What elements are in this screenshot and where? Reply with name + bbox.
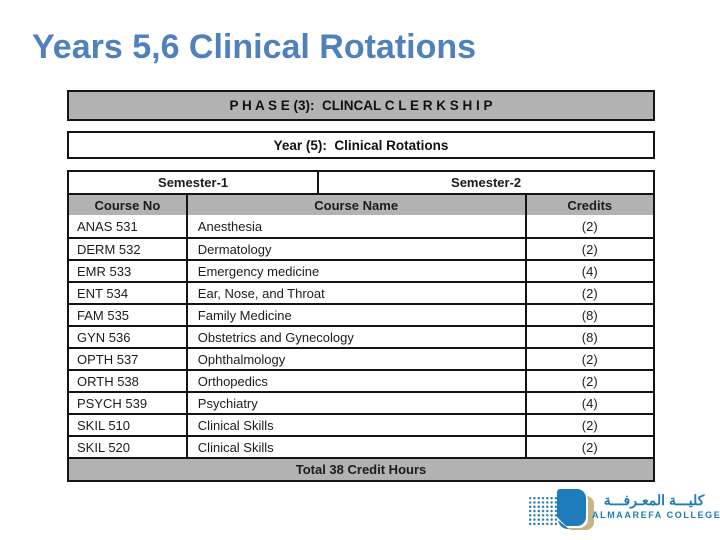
course-rows: ANAS 531 Anesthesia (2) DERM 532 Dermato… [69, 215, 653, 457]
logo-english-text: ALMAAREFA COLLEGE [592, 510, 720, 520]
table-row: FAM 535 Family Medicine (8) [69, 303, 653, 325]
credits-cell: (8) [524, 327, 653, 347]
table-row: PSYCH 539 Psychiatry (4) [69, 391, 653, 413]
column-header-row: Course No Course Name Credits [69, 193, 653, 215]
course-no-cell: ANAS 531 [77, 218, 138, 234]
logo-wordmark: كليـــة المعـرفـــة ALMAAREFA COLLEGE [592, 492, 720, 520]
course-no-cell: SKIL 510 [77, 417, 131, 433]
logo-arabic-text: كليـــة المعـرفـــة [603, 492, 705, 508]
table-row: EMR 533 Emergency medicine (4) [69, 259, 653, 281]
credits-cell: (2) [524, 371, 653, 391]
semester-2-cell: Semester-2 [317, 172, 653, 193]
table-row: ENT 534 Ear, Nose, and Throat (2) [69, 281, 653, 303]
credits-cell: (2) [524, 415, 653, 435]
semester-row: Semester-1 Semester-2 [69, 172, 653, 193]
course-no-cell: ORTH 538 [77, 373, 139, 389]
column-header-credits: Credits [524, 195, 653, 215]
almaarefa-college-logo: كليـــة المعـرفـــة ALMAAREFA COLLEGE [526, 486, 720, 534]
course-no-cell: PSYCH 539 [77, 395, 148, 411]
year-header-text: Year (5): Clinical Rotations [273, 137, 449, 153]
credits-cell: (2) [524, 239, 653, 259]
page-title: Years 5,6 Clinical Rotations [32, 28, 477, 66]
logo-dots-icon [527, 495, 557, 526]
course-no-cell: SKIL 520 [77, 439, 131, 455]
total-row: Total 38 Credit Hours [69, 457, 653, 480]
table-row: DERM 532 Dermatology (2) [69, 237, 653, 259]
course-name-cell: Family Medicine [185, 305, 525, 325]
clinical-rotations-table: Semester-1 Semester-2 Course No Course N… [67, 170, 655, 482]
table-row: ANAS 531 Anesthesia (2) [69, 215, 653, 237]
table-row: SKIL 520 Clinical Skills (2) [69, 435, 653, 457]
credits-cell: (2) [524, 283, 653, 303]
table-row: SKIL 510 Clinical Skills (2) [69, 413, 653, 435]
table-row: GYN 536 Obstetrics and Gynecology (8) [69, 325, 653, 347]
course-no-cell: FAM 535 [77, 307, 130, 323]
table-row: ORTH 538 Orthopedics (2) [69, 369, 653, 391]
course-name-cell: Clinical Skills [185, 437, 525, 457]
course-no-cell: EMR 533 [77, 263, 132, 279]
course-no-cell: DERM 532 [77, 241, 141, 257]
course-name-cell: Ophthalmology [185, 349, 525, 369]
semester-1-cell: Semester-1 [158, 175, 229, 190]
course-name-cell: Orthopedics [185, 371, 525, 391]
credits-cell: (2) [524, 215, 653, 237]
column-header-course-no: Course No [94, 197, 161, 213]
course-name-cell: Psychiatry [185, 393, 525, 413]
credits-cell: (4) [524, 261, 653, 281]
course-name-cell: Dermatology [185, 239, 525, 259]
total-text: Total 38 Credit Hours [295, 462, 427, 477]
course-name-cell: Anesthesia [185, 215, 525, 237]
credits-cell: (2) [524, 437, 653, 457]
course-name-cell: Ear, Nose, and Throat [185, 283, 525, 303]
phase-header-text: P H A S E (3): CLINCAL C L E R K S H I P [229, 98, 493, 113]
course-name-cell: Emergency medicine [185, 261, 525, 281]
table-row: OPTH 537 Ophthalmology (2) [69, 347, 653, 369]
course-no-cell: GYN 536 [77, 329, 131, 345]
course-name-cell: Clinical Skills [185, 415, 525, 435]
course-no-cell: OPTH 537 [77, 351, 139, 367]
credits-cell: (4) [524, 393, 653, 413]
course-no-cell: ENT 534 [77, 285, 129, 301]
phase-header-bar: P H A S E (3): CLINCAL C L E R K S H I P [67, 90, 655, 121]
year-header-bar: Year (5): Clinical Rotations [67, 131, 655, 159]
credits-cell: (2) [524, 349, 653, 369]
logo-book-icon [557, 489, 597, 533]
column-header-course-name: Course Name [185, 195, 525, 215]
book-front-page [557, 489, 586, 526]
credits-cell: (8) [524, 305, 653, 325]
course-name-cell: Obstetrics and Gynecology [185, 327, 525, 347]
